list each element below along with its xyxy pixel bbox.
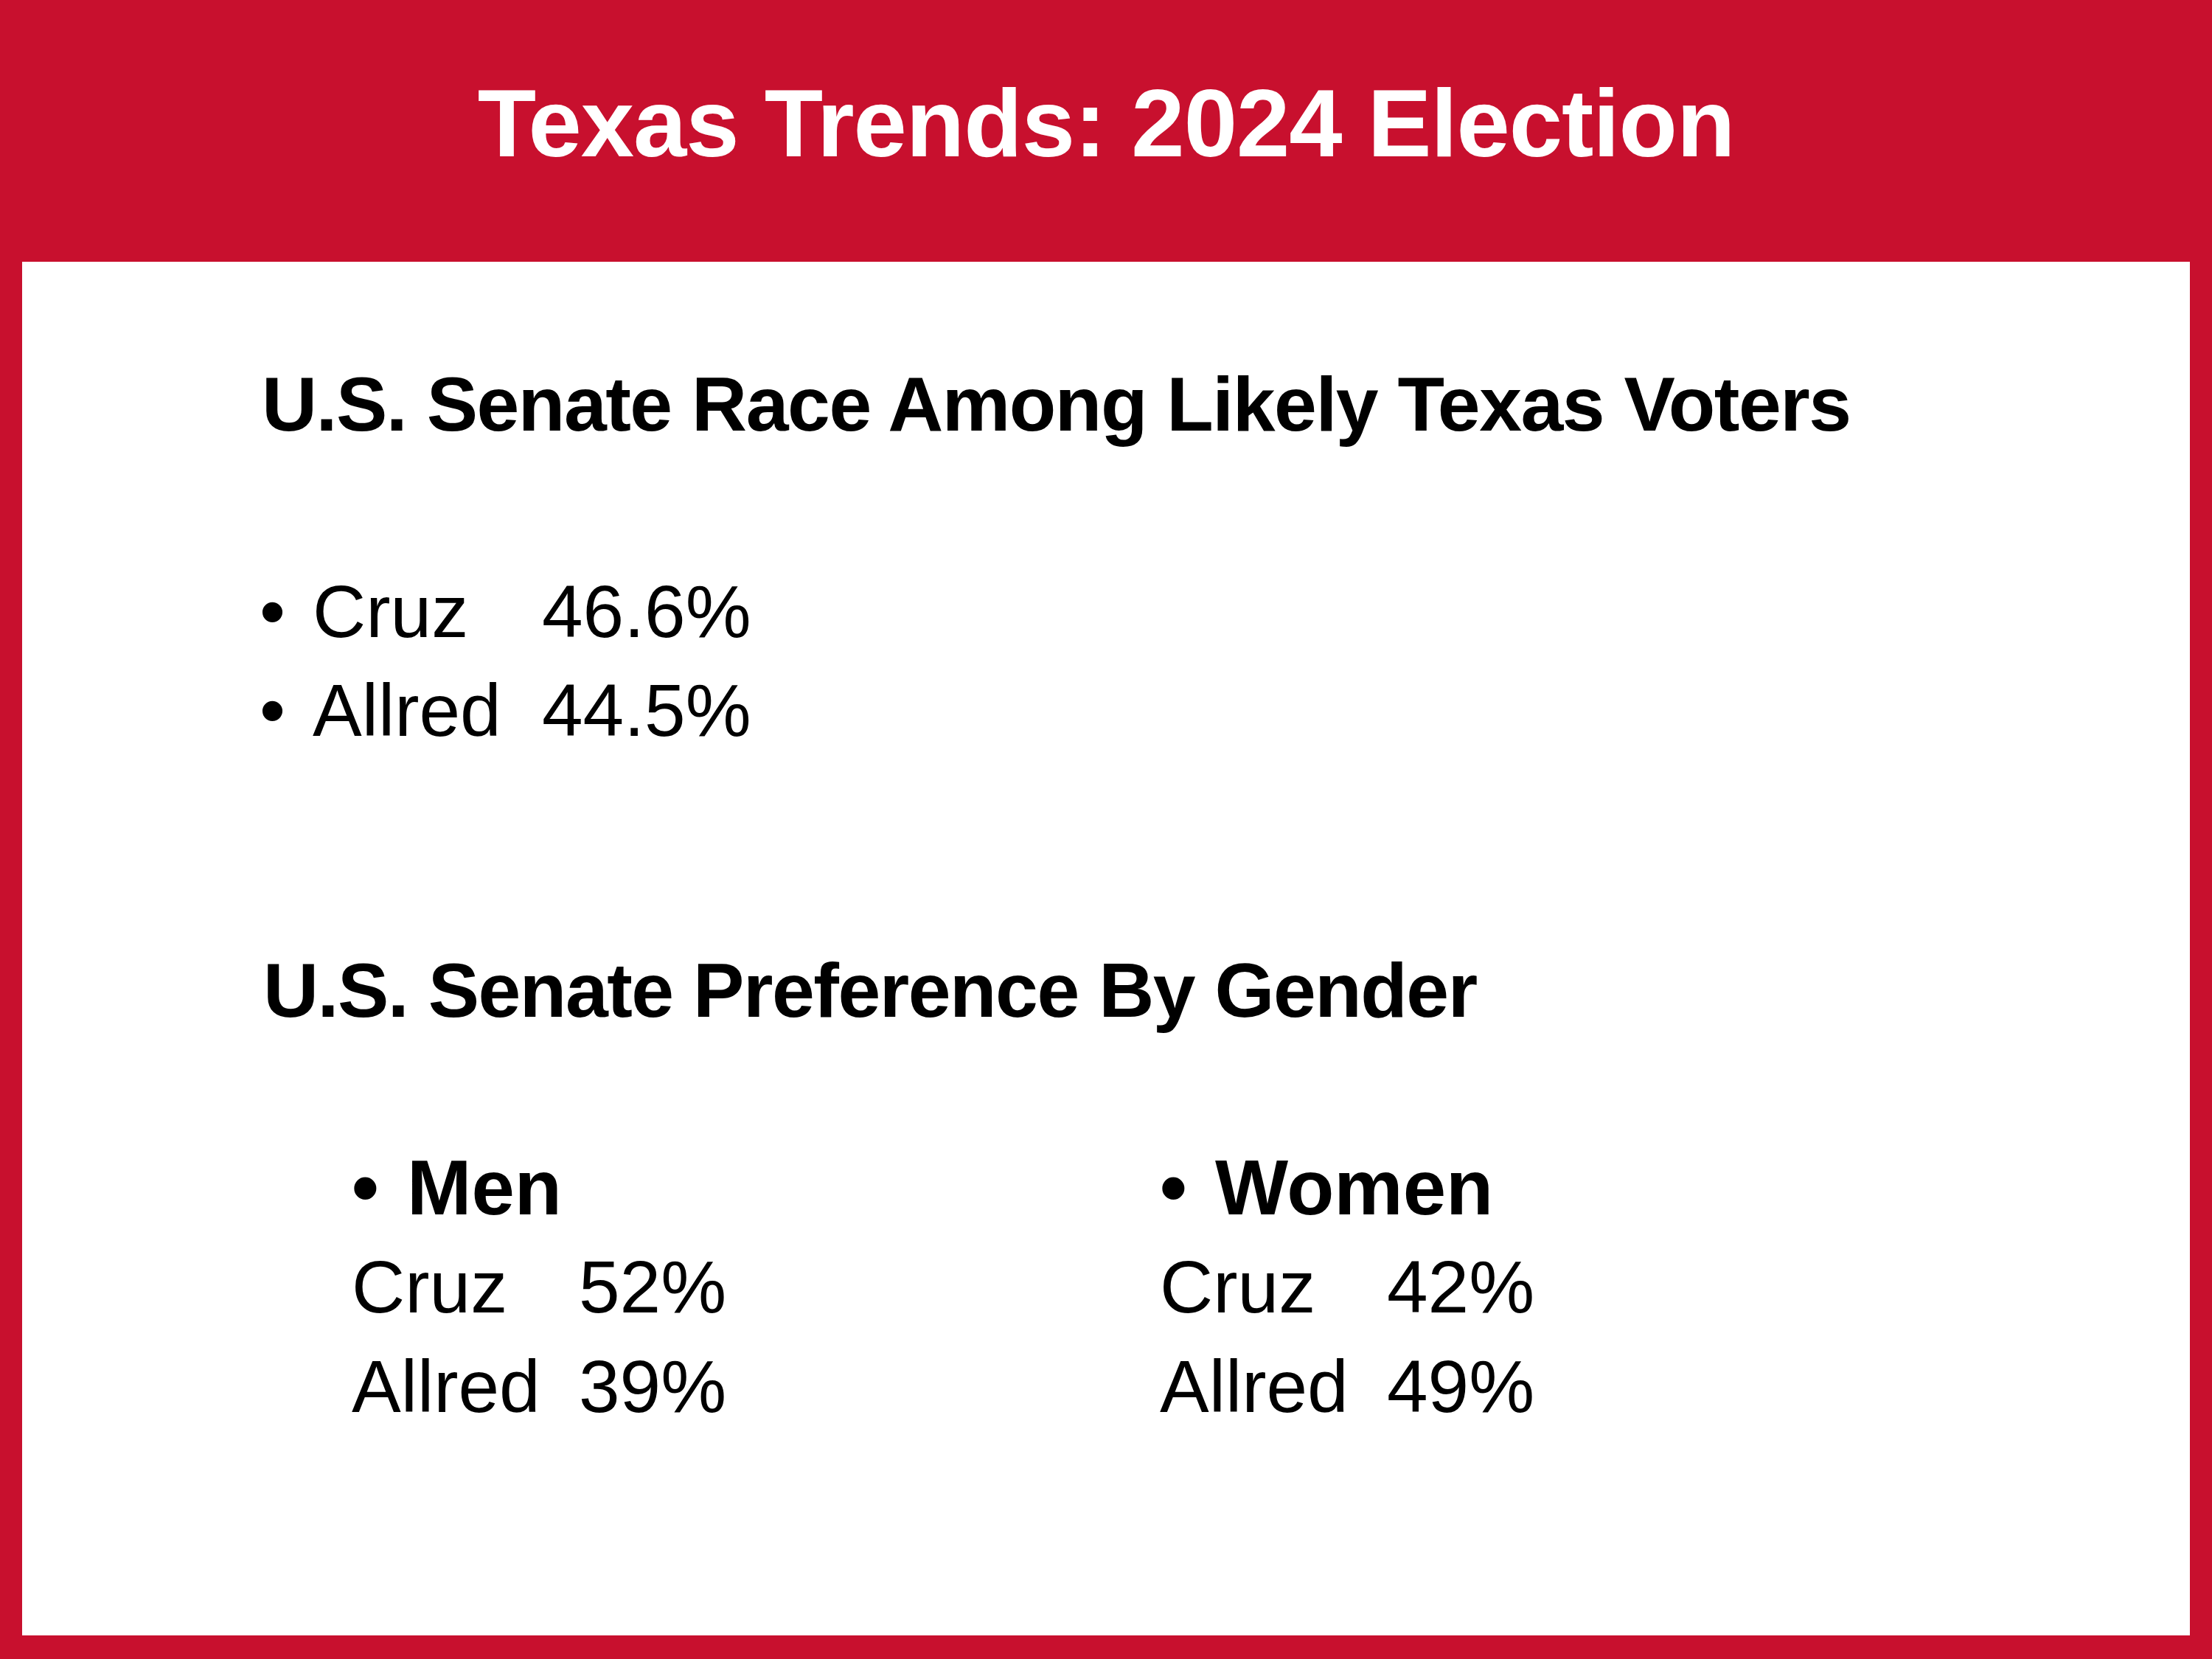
group-label: Men [407, 1138, 562, 1237]
candidate-label: Cruz [1160, 1237, 1387, 1337]
candidate-label: Allred [313, 661, 542, 759]
percentage-value: 42% [1387, 1237, 1534, 1337]
candidate-label: Allred [352, 1337, 579, 1436]
percentage-value: 39% [579, 1337, 726, 1436]
bullet-icon: • [352, 1138, 407, 1237]
senate-race-result-list: • Cruz 46.6% • Allred 44.5% [260, 562, 751, 759]
percentage-value: 49% [1387, 1337, 1534, 1436]
percentage-value: 44.5% [542, 661, 751, 759]
result-row-men-cruz: Cruz 52% [352, 1237, 726, 1337]
bullet-icon: • [1160, 1138, 1215, 1237]
result-row-allred: • Allred 44.5% [260, 661, 751, 759]
bullet-icon: • [260, 562, 313, 661]
candidate-label: Cruz [313, 562, 542, 661]
candidate-label: Cruz [352, 1237, 579, 1337]
bullet-icon: • [260, 661, 313, 759]
group-label: Women [1215, 1138, 1493, 1237]
result-row-cruz: • Cruz 46.6% [260, 562, 751, 661]
header-band: Texas Trends: 2024 Election [0, 0, 2212, 262]
result-row-men-allred: Allred 39% [352, 1337, 726, 1436]
senate-race-heading: U.S. Senate Race Among Likely Texas Vote… [262, 366, 1851, 442]
gender-group-women: • Women Cruz 42% Allred 49% [1160, 1138, 1534, 1436]
candidate-label: Allred [1160, 1337, 1387, 1436]
percentage-value: 52% [579, 1237, 726, 1337]
result-row-women-cruz: Cruz 42% [1160, 1237, 1534, 1337]
group-header-women: • Women [1160, 1138, 1534, 1237]
result-row-women-allred: Allred 49% [1160, 1337, 1534, 1436]
percentage-value: 46.6% [542, 562, 751, 661]
group-header-men: • Men [352, 1138, 726, 1237]
slide: Texas Trends: 2024 Election U.S. Senate … [0, 0, 2212, 1659]
gender-group-men: • Men Cruz 52% Allred 39% [352, 1138, 726, 1436]
gender-preference-heading: U.S. Senate Preference By Gender [263, 952, 1477, 1029]
slide-title: Texas Trends: 2024 Election [0, 75, 2212, 171]
content-panel: U.S. Senate Race Among Likely Texas Vote… [22, 262, 2190, 1635]
